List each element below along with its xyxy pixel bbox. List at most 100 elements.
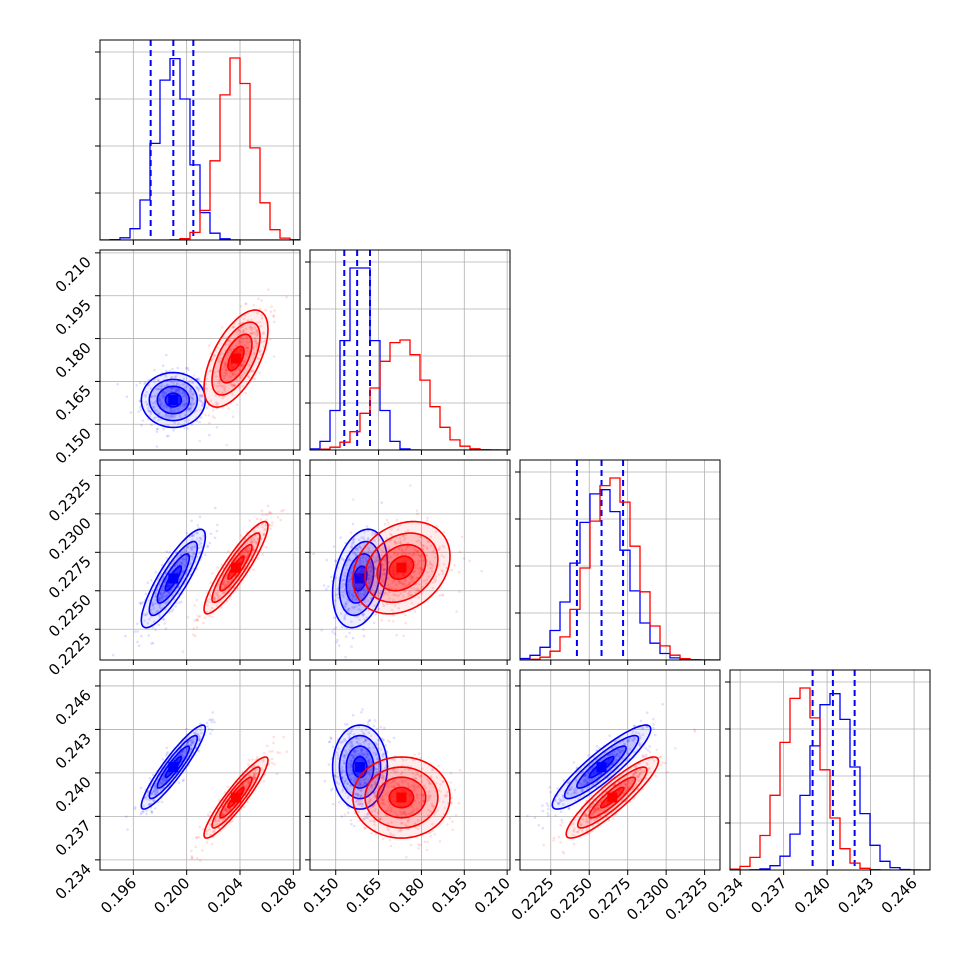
scatter-point (358, 753, 361, 756)
scatter-point (404, 613, 407, 617)
scatter-point (333, 627, 336, 631)
scatter-point (167, 413, 171, 417)
scatter-point (390, 821, 393, 824)
scatter-point (163, 405, 167, 408)
scatter-point (209, 532, 213, 536)
scatter-point (403, 768, 407, 771)
scatter-point (146, 403, 149, 407)
scatter-point (213, 598, 216, 601)
scatter-point (639, 719, 643, 723)
scatter-point (180, 561, 184, 564)
scatter-point (445, 566, 448, 570)
scatter-point (351, 541, 355, 545)
scatter-point (373, 819, 376, 822)
scatter-point (416, 773, 420, 777)
scatter-point (403, 590, 406, 593)
scatter-point (416, 807, 419, 810)
scatter-point (266, 504, 270, 508)
scatter-point (352, 756, 355, 759)
scatter-point (453, 564, 456, 567)
scatter-point (345, 608, 349, 612)
scatter-point (215, 426, 219, 429)
scatter-point (428, 781, 432, 785)
scatter-point (158, 592, 162, 595)
scatter-point (356, 802, 360, 806)
scatter-point (373, 573, 376, 577)
scatter-point (161, 595, 165, 598)
scatter-point (387, 521, 390, 524)
scatter-point (349, 759, 353, 763)
scatter-point (208, 828, 211, 831)
scatter-point (366, 721, 370, 724)
scatter-point (198, 393, 202, 397)
scatter-point (205, 832, 209, 835)
scatter-point (356, 548, 359, 551)
scatter-point (358, 603, 361, 607)
scatter-point (190, 554, 193, 558)
scatter-point (412, 786, 416, 789)
scatter-point (165, 550, 169, 554)
scatter-point (339, 741, 343, 744)
scatter-point (239, 364, 242, 368)
scatter-point (431, 564, 435, 567)
scatter-point (218, 384, 221, 388)
scatter-point (166, 594, 169, 597)
scatter-point (414, 776, 418, 780)
scatter-point (157, 623, 161, 627)
scatter-point (367, 742, 371, 746)
scatter-point (240, 363, 243, 367)
scatter-point (408, 581, 412, 584)
scatter-point (185, 743, 189, 746)
scatter-point (255, 542, 258, 545)
scatter-point (240, 376, 243, 380)
scatter-point (201, 403, 205, 406)
scatter-point (400, 779, 404, 782)
scatter-point (198, 394, 202, 398)
scatter-point (567, 807, 571, 811)
scatter-point (431, 804, 434, 808)
scatter-point (431, 829, 434, 833)
scatter-point (361, 614, 365, 617)
scatter-point (168, 369, 171, 373)
scatter-point (438, 594, 442, 597)
scatter-point (322, 584, 326, 587)
scatter-point (367, 546, 370, 550)
scatter-point (228, 375, 232, 378)
scatter-point (263, 528, 266, 532)
scatter-point (355, 737, 359, 740)
scatter-point (545, 802, 549, 805)
scatter-point (268, 511, 272, 515)
scatter-point (358, 556, 362, 560)
scatter-point (336, 751, 339, 754)
scatter-point (153, 786, 157, 790)
scatter-point (171, 608, 175, 611)
scatter-point (385, 518, 389, 522)
scatter-point (254, 339, 258, 342)
scatter-point (458, 769, 462, 772)
scatter-point (431, 822, 434, 826)
scatter-point (369, 569, 372, 573)
scatter-point (178, 388, 181, 391)
scatter-point (146, 581, 150, 584)
scatter-point (367, 795, 371, 798)
scatter-point (392, 780, 395, 783)
scatter-point (441, 544, 445, 548)
scatter-point (224, 363, 228, 367)
scatter-point (223, 388, 227, 391)
scatter-point (526, 814, 529, 818)
scatter-point (242, 552, 246, 555)
scatter-point (385, 602, 389, 606)
scatter-point (364, 756, 368, 759)
scatter-point (416, 589, 419, 592)
scatter-point (340, 815, 344, 818)
scatter-point (440, 569, 444, 572)
scatter-point (209, 369, 212, 372)
scatter-point (389, 844, 393, 848)
panel-frame (99, 669, 301, 871)
scatter-point (215, 529, 219, 533)
scatter-point (439, 783, 442, 786)
scatter-point (254, 773, 258, 776)
scatter-point (354, 754, 357, 757)
scatter-point (443, 806, 447, 810)
scatter-point (343, 761, 346, 765)
